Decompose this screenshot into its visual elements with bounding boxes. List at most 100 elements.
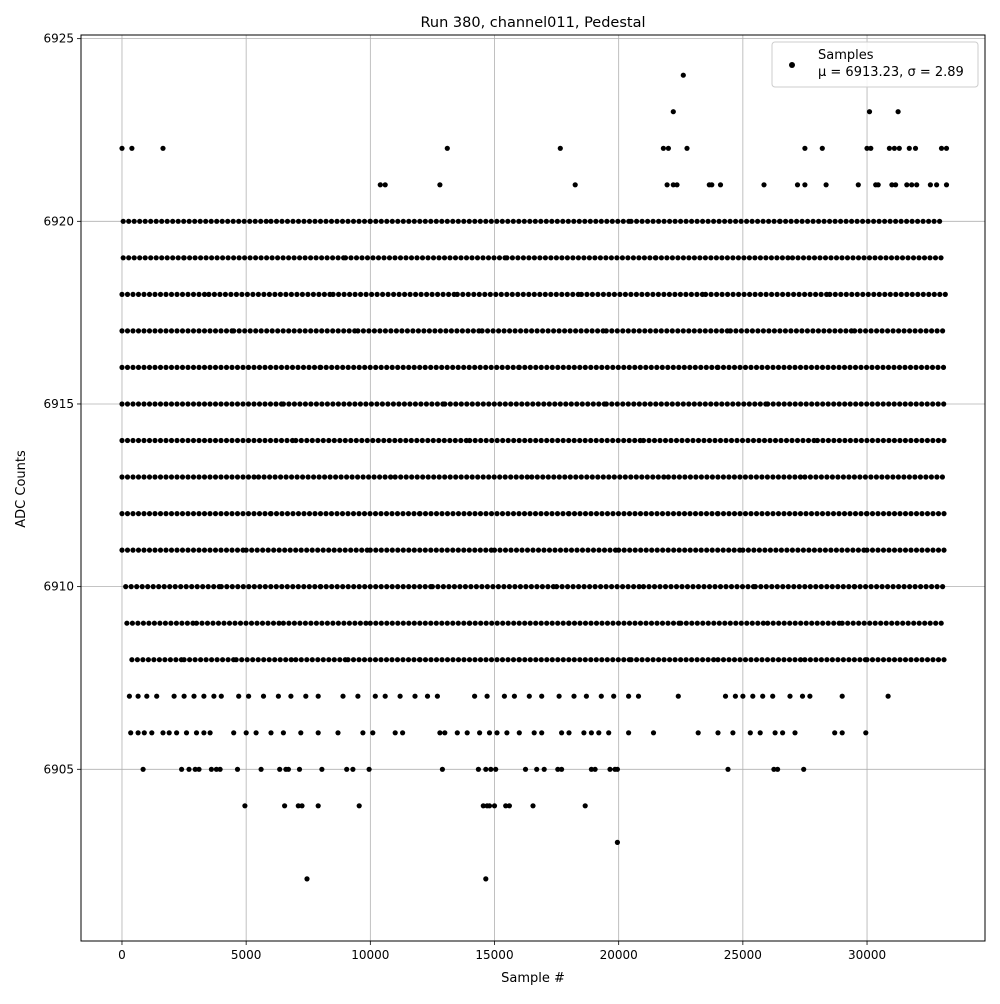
data-point	[534, 328, 540, 334]
data-point	[210, 620, 216, 626]
data-point	[355, 693, 361, 699]
data-point	[145, 657, 151, 663]
data-point	[241, 218, 247, 224]
data-point	[356, 510, 362, 517]
data-point	[643, 510, 649, 517]
data-point	[653, 255, 659, 261]
data-point	[276, 547, 282, 553]
data-point	[935, 364, 941, 370]
data-point	[226, 620, 233, 626]
data-point	[372, 693, 378, 699]
data-point	[924, 364, 930, 370]
data-point	[326, 657, 332, 663]
data-point	[615, 364, 621, 370]
data-point	[664, 401, 670, 407]
data-point	[375, 437, 381, 444]
data-point	[319, 401, 325, 407]
data-point	[908, 510, 914, 517]
data-point	[217, 291, 223, 297]
data-point	[304, 876, 310, 882]
data-point	[654, 620, 660, 626]
data-point	[302, 328, 308, 334]
data-point	[267, 437, 274, 444]
data-point	[690, 584, 696, 590]
data-point	[897, 437, 903, 444]
data-point	[203, 218, 209, 224]
data-point	[444, 145, 450, 151]
data-point	[599, 510, 605, 517]
data-point	[130, 291, 136, 297]
data-point	[916, 620, 922, 626]
data-point	[516, 730, 522, 736]
data-point	[415, 328, 421, 334]
data-point	[389, 584, 395, 590]
data-point	[234, 766, 241, 772]
data-point	[431, 474, 437, 480]
data-point	[695, 437, 702, 444]
data-point	[373, 584, 379, 590]
data-point	[938, 620, 944, 626]
data-point	[891, 510, 898, 517]
data-point	[931, 218, 937, 224]
data-point	[401, 401, 407, 407]
data-point	[428, 218, 434, 224]
data-point	[731, 547, 737, 553]
data-point	[305, 291, 311, 297]
data-point	[436, 474, 442, 480]
data-point	[667, 218, 673, 224]
data-point	[741, 255, 747, 261]
data-point	[361, 657, 368, 663]
data-point	[913, 547, 920, 553]
data-point	[935, 547, 942, 553]
data-point	[675, 401, 681, 407]
data-point	[278, 437, 285, 444]
data-point	[837, 328, 844, 334]
data-point	[439, 510, 445, 517]
data-point	[150, 584, 156, 590]
data-point	[211, 584, 217, 590]
data-point	[763, 291, 769, 297]
data-point	[458, 474, 464, 480]
data-point	[353, 437, 359, 444]
data-point	[411, 620, 417, 626]
data-point	[627, 547, 633, 553]
data-point	[157, 510, 164, 517]
data-point	[746, 255, 753, 261]
data-point	[464, 474, 470, 480]
data-point	[218, 328, 224, 334]
data-point	[715, 657, 721, 663]
data-point	[288, 693, 294, 699]
data-point	[694, 620, 700, 626]
sample-band	[765, 401, 947, 407]
data-point	[851, 657, 858, 663]
data-point	[162, 620, 168, 626]
data-point	[737, 474, 743, 480]
data-point	[719, 401, 725, 407]
data-point	[439, 547, 445, 553]
sample-band	[529, 474, 667, 480]
data-point	[924, 401, 930, 407]
data-point	[632, 364, 638, 370]
data-point	[850, 620, 856, 626]
data-point	[400, 364, 406, 370]
data-point	[614, 839, 621, 846]
data-point	[630, 255, 637, 261]
data-point	[286, 401, 292, 407]
data-point	[912, 328, 918, 334]
data-point	[279, 218, 285, 224]
data-point	[703, 291, 709, 297]
data-point	[537, 291, 543, 297]
data-point	[902, 547, 909, 553]
data-point	[692, 510, 699, 517]
data-point	[206, 291, 212, 297]
data-point	[843, 291, 849, 297]
data-point	[181, 218, 187, 224]
data-point	[497, 547, 503, 553]
data-point	[749, 620, 755, 626]
data-point	[747, 730, 753, 736]
data-point	[139, 584, 145, 590]
data-point	[616, 547, 622, 553]
data-point	[751, 547, 757, 553]
data-point	[731, 474, 738, 480]
data-point	[804, 328, 811, 334]
